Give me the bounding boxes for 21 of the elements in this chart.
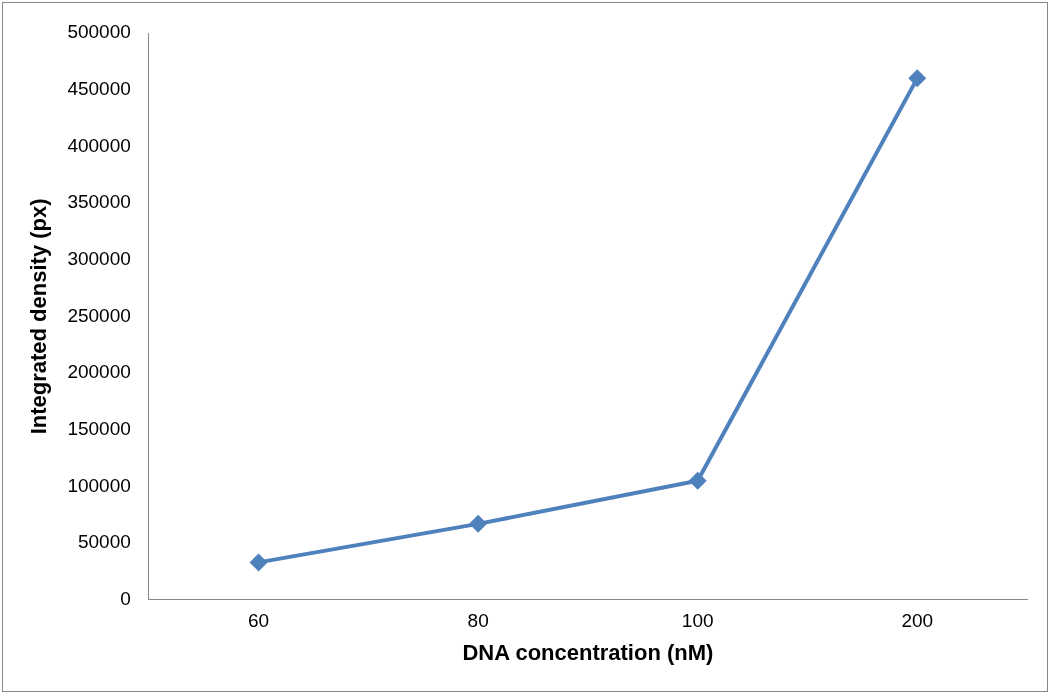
x-tick-label: 80 xyxy=(467,610,489,632)
point xyxy=(469,514,488,533)
y-tick-label: 50000 xyxy=(77,531,131,553)
x-axis-title: DNA concentration (nM) xyxy=(462,639,714,665)
y-axis-title: Integrated density (px) xyxy=(26,198,52,435)
y-tick-label: 100000 xyxy=(67,474,131,496)
y-tick-label: 500000 xyxy=(67,21,131,43)
point xyxy=(908,69,927,88)
point xyxy=(688,471,707,490)
y-tick-label: 400000 xyxy=(67,134,131,156)
y-tick-label: 350000 xyxy=(67,191,131,213)
y-tick-label: 250000 xyxy=(67,304,131,326)
point xyxy=(249,553,268,572)
y-tick-label: 300000 xyxy=(67,247,131,269)
x-tick-label: 100 xyxy=(681,610,714,632)
x-tick-label: 200 xyxy=(901,610,934,632)
y-tick-label: 150000 xyxy=(67,417,131,439)
x-tick-label: 60 xyxy=(248,610,270,632)
y-tick-label: 0 xyxy=(120,588,131,610)
y-tick-label: 200000 xyxy=(67,361,131,383)
y-tick-label: 450000 xyxy=(67,77,131,99)
